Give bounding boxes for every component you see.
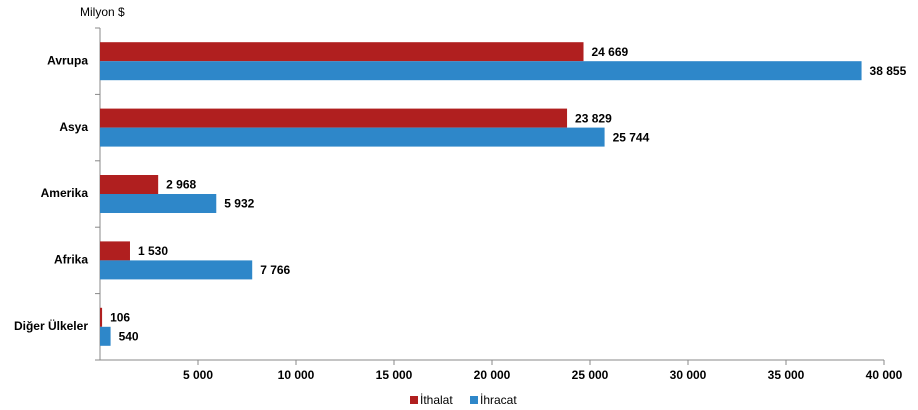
bar	[100, 127, 605, 147]
bar	[100, 175, 159, 194]
bar	[100, 326, 111, 346]
value-label: 1 530	[138, 244, 168, 258]
y-tick-label: Amerika	[41, 186, 89, 200]
x-tick-label: 30 000	[670, 368, 707, 382]
bar	[100, 42, 584, 62]
bar	[100, 260, 253, 280]
x-tick-label: 15 000	[376, 368, 413, 382]
value-label: 7 766	[260, 263, 290, 277]
x-tick-label: 20 000	[474, 368, 511, 382]
x-tick-label: 40 000	[866, 368, 903, 382]
value-label: 106	[110, 310, 130, 324]
x-tick-label: 5 000	[183, 368, 213, 382]
legend-swatch	[470, 396, 478, 404]
y-tick-label: Afrika	[54, 253, 88, 267]
value-label: 540	[119, 329, 139, 343]
bar	[100, 108, 568, 128]
bar	[100, 241, 130, 261]
bar	[100, 61, 862, 81]
value-label: 2 968	[166, 178, 196, 192]
value-label: 25 744	[613, 130, 650, 144]
value-label: 24 669	[592, 45, 629, 59]
value-label: 38 855	[870, 64, 907, 78]
y-tick-label: Diğer Ülkeler	[14, 318, 88, 333]
value-label: 23 829	[575, 111, 612, 125]
value-label: 5 932	[224, 197, 254, 211]
legend-swatch	[410, 396, 418, 404]
y-tick-label: Asya	[59, 120, 88, 134]
y-tick-label: Avrupa	[47, 53, 88, 67]
x-tick-label: 25 000	[572, 368, 609, 382]
legend-label: İhracat	[480, 393, 517, 407]
axis-unit-label: Milyon $	[80, 5, 125, 19]
bar	[100, 194, 217, 213]
bar	[100, 307, 103, 327]
x-tick-label: 10 000	[278, 368, 315, 382]
x-tick-label: 35 000	[768, 368, 805, 382]
legend-label: İthalat	[420, 393, 453, 407]
